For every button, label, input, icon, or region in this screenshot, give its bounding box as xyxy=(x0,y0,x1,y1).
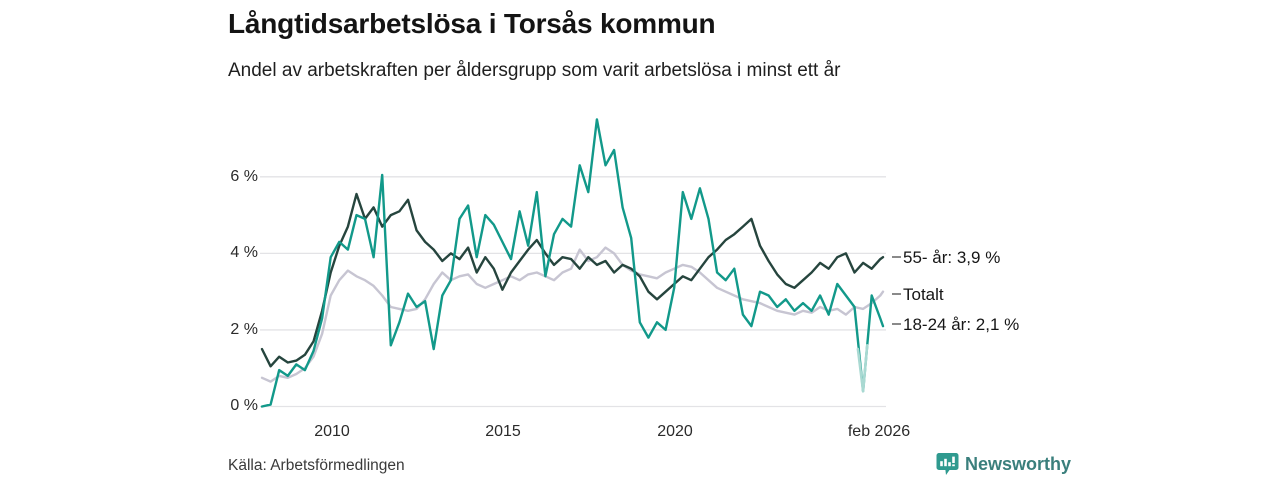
series-line-totalt xyxy=(260,246,885,383)
newsworthy-wordmark: Newsworthy xyxy=(965,453,1072,474)
label-connector-dash xyxy=(892,256,901,258)
newsworthy-icon xyxy=(936,453,959,475)
page-title: Långtidsarbetslösa i Torsås kommun xyxy=(228,8,716,39)
label-connector-dash xyxy=(892,293,901,295)
series-line-18-24-r-faded xyxy=(856,343,869,393)
x-tick-2020: 2020 xyxy=(657,423,693,440)
label-connector-dash xyxy=(892,323,901,325)
series-line-18-24-r xyxy=(260,118,885,408)
y-tick-0: 0 % xyxy=(230,397,258,414)
x-tick-2015: 2015 xyxy=(485,423,521,440)
series-label-55: 55- år: 3,9 % xyxy=(892,248,1000,268)
x-tick-feb-2026: feb 2026 xyxy=(847,423,911,440)
x-tick-2010: 2010 xyxy=(314,423,350,440)
chart-subtitle: Andel av arbetskraften per åldersgrupp s… xyxy=(228,60,841,81)
y-tick-2: 2 % xyxy=(230,321,258,338)
source-attribution: Källa: Arbetsförmedlingen xyxy=(228,457,405,474)
y-tick-4: 4 % xyxy=(230,244,258,261)
series-label-18-24: 18-24 år: 2,1 % xyxy=(892,315,1019,335)
newsworthy-logo: Newsworthy xyxy=(936,452,1071,476)
series-line-55-r xyxy=(260,192,885,368)
series-label-totalt: Totalt xyxy=(892,285,944,305)
y-tick-6: 6 % xyxy=(230,168,258,185)
